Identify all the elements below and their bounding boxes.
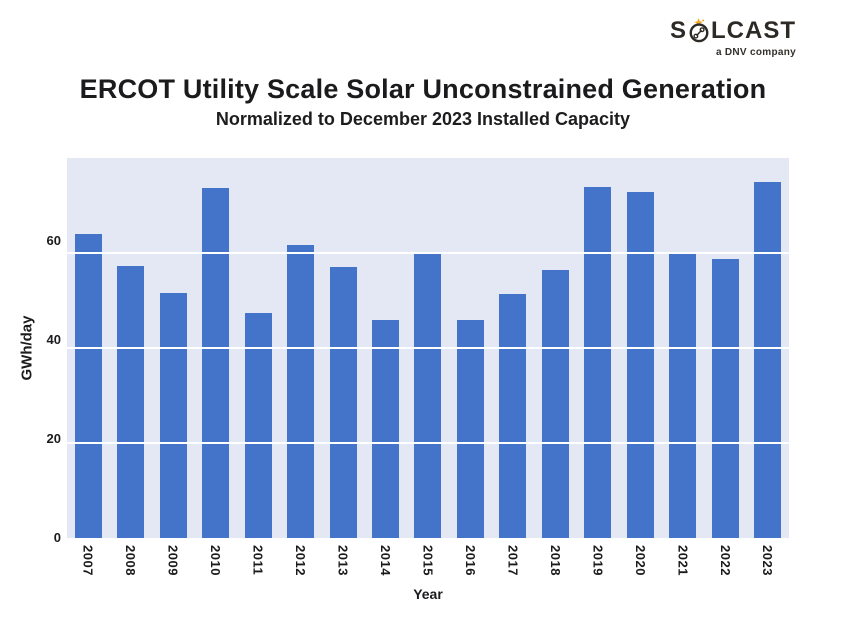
y-axis-title: GWh/day	[18, 315, 36, 381]
gridline-60	[67, 251, 789, 254]
x-tick-label-2018: 2018	[547, 545, 563, 576]
sun-dial-icon	[689, 18, 709, 43]
chart-subtitle: Normalized to December 2023 Installed Ca…	[215, 109, 631, 129]
bar-cell-2013	[322, 158, 364, 538]
x-tick-cell-2016: 2016	[449, 545, 491, 576]
bar-cell-2023	[747, 158, 789, 538]
bar-2019	[584, 186, 612, 538]
x-tick-cell-2008: 2008	[109, 545, 151, 576]
bar-cell-2019	[577, 158, 619, 538]
x-tick-cell-2023: 2023	[747, 545, 789, 576]
x-tick-cell-2018: 2018	[534, 545, 576, 576]
x-axis-title: Year	[413, 585, 443, 602]
bar-2009	[159, 292, 187, 538]
bar-cell-2018	[534, 158, 576, 538]
brand-text-post: LCAST	[711, 17, 796, 44]
y-tick-label-40: 40	[46, 332, 61, 347]
x-tick-label-2014: 2014	[378, 545, 394, 576]
x-tick-label-2016: 2016	[462, 545, 478, 576]
plot-area: GWh/day 0 20 40 60	[19, 158, 789, 545]
bar-2015	[414, 252, 442, 538]
x-tick-cell-2017: 2017	[492, 545, 534, 576]
x-tick-label-2009: 2009	[165, 545, 181, 576]
gridline-40	[67, 346, 789, 349]
bar-cell-2008	[109, 158, 151, 538]
bars-row	[67, 158, 789, 538]
x-tick-cell-2011: 2011	[237, 545, 279, 576]
bar-cell-2022	[704, 158, 746, 538]
y-tick-label-20: 20	[46, 431, 61, 446]
x-tick-labels: 2007 2008 2009 2010 2011 2012 2013 2014 2015 2016…	[67, 545, 789, 576]
dnv-tagline: a DNV company	[715, 47, 796, 58]
bar-2017	[499, 293, 527, 538]
bar-2014	[372, 319, 400, 538]
bar-2007	[74, 234, 102, 538]
x-tick-label-2022: 2022	[717, 545, 733, 576]
y-tick-label-60: 60	[46, 233, 61, 248]
x-tick-label-2012: 2012	[293, 545, 309, 576]
bar-2016	[456, 320, 484, 538]
chart-area: GWh/day 0 20 40 60 2007 2008 2009 2010 2011 2012…	[19, 158, 789, 602]
solcast-brand-text: S LCAST	[670, 18, 796, 44]
x-tick-cell-2012: 2012	[279, 545, 321, 576]
x-tick-label-2019: 2019	[590, 545, 606, 576]
x-tick-cell-2009: 2009	[152, 545, 194, 576]
x-tick-label-2020: 2020	[632, 545, 648, 576]
brand-text-pre: S	[669, 17, 687, 44]
bar-2010	[202, 187, 230, 538]
bar-cell-2020	[619, 158, 661, 538]
x-tick-cell-2014: 2014	[364, 545, 406, 576]
x-tick-cell-2010: 2010	[194, 545, 236, 576]
bar-cell-2021	[662, 158, 704, 538]
x-tick-label-2011: 2011	[250, 545, 266, 576]
bar-2020	[626, 191, 654, 538]
x-tick-cell-2019: 2019	[577, 545, 619, 576]
y-tick-label-0: 0	[53, 530, 61, 545]
bar-cell-2012	[279, 158, 321, 538]
bar-2021	[669, 254, 697, 538]
x-tick-cell-2015: 2015	[407, 545, 449, 576]
bar-cell-2016	[449, 158, 491, 538]
bar-2022	[711, 258, 739, 538]
bar-2023	[754, 181, 782, 538]
bar-2018	[541, 269, 569, 538]
x-tick-label-2010: 2010	[208, 545, 224, 576]
gridline-20	[67, 441, 789, 444]
bar-cell-2015	[407, 158, 449, 538]
x-tick-cell-2020: 2020	[619, 545, 661, 576]
x-tick-cell-2021: 2021	[662, 545, 704, 576]
bar-2011	[244, 313, 272, 538]
bar-cell-2009	[152, 158, 194, 538]
x-tick-label-2013: 2013	[335, 545, 351, 576]
x-tick-label-2021: 2021	[675, 545, 691, 576]
solcast-logo: S LCAST a DNV company	[670, 18, 796, 58]
chart-title: ERCOT Utility Scale Solar Unconstrained …	[79, 74, 767, 104]
bar-cell-2011	[237, 158, 279, 538]
bar-cell-2014	[364, 158, 406, 538]
bar-cell-2017	[492, 158, 534, 538]
x-tick-cell-2013: 2013	[322, 545, 364, 576]
x-tick-label-2017: 2017	[505, 545, 521, 576]
bar-cell-2010	[194, 158, 236, 538]
x-tick-cell-2007: 2007	[67, 545, 109, 576]
bar-cell-2007	[67, 158, 109, 538]
bar-2012	[287, 245, 315, 538]
bar-2013	[329, 266, 357, 538]
x-tick-cell-2022: 2022	[704, 545, 746, 576]
x-tick-label-2007: 2007	[80, 545, 96, 576]
x-tick-label-2015: 2015	[420, 545, 436, 576]
x-tick-label-2023: 2023	[760, 545, 776, 576]
bar-2008	[117, 266, 145, 538]
x-tick-label-2008: 2008	[123, 545, 139, 576]
